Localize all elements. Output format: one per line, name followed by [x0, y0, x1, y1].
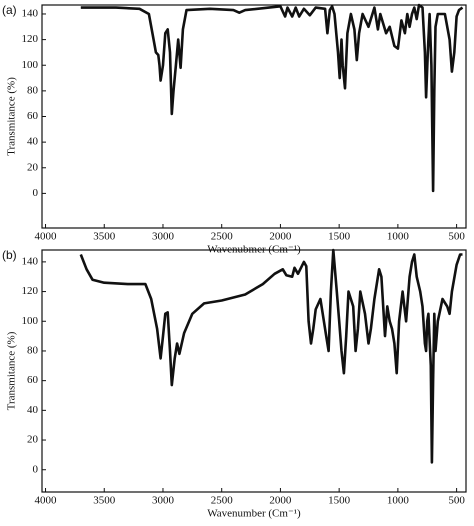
- plot-frame: [41, 249, 467, 493]
- x-tick-label: 2000: [269, 231, 292, 243]
- x-tick-label: 1000: [387, 495, 410, 507]
- plot-frame: [41, 4, 467, 229]
- y-tick-label: 120: [22, 285, 39, 297]
- y-tick-label: 0: [33, 187, 39, 199]
- x-tick-label: 4000: [35, 231, 58, 243]
- y-tick-label: 40: [27, 136, 39, 148]
- x-tick-label: 2500: [211, 231, 234, 243]
- x-tick-label: 1000: [387, 231, 410, 243]
- y-tick-label: 100: [22, 59, 39, 71]
- x-tick-label: 500: [448, 231, 465, 243]
- panel-label: (b): [2, 248, 17, 262]
- x-tick-label: 500: [448, 495, 465, 507]
- y-tick-label: 140: [22, 8, 39, 20]
- x-tick-label: 4000: [35, 495, 58, 507]
- x-tick-label: 1500: [328, 231, 351, 243]
- x-tick-label: 2000: [269, 495, 292, 507]
- y-tick-label: 80: [27, 344, 39, 356]
- x-axis-label: Wavenumber (Cm⁻¹): [207, 508, 301, 520]
- spectrum-line: [80, 3, 464, 193]
- x-tick-label: 1500: [328, 495, 351, 507]
- y-tick-label: 0: [33, 463, 39, 475]
- panel-label: (a): [2, 3, 17, 17]
- y-tick-label: 20: [27, 161, 39, 173]
- x-tick-label: 3500: [93, 495, 116, 507]
- y-axis-label: Transmitance (%): [6, 331, 18, 410]
- y-tick-label: 120: [22, 33, 39, 45]
- x-tick-label: 3000: [152, 495, 175, 507]
- y-tick-label: 80: [27, 84, 39, 96]
- y-tick-label: 140: [22, 255, 39, 267]
- y-tick-label: 20: [27, 434, 39, 446]
- x-tick-label: 3000: [152, 231, 175, 243]
- spectrum-line: [79, 248, 463, 464]
- y-tick-label: 60: [27, 374, 39, 386]
- x-tick-label: 3500: [93, 231, 116, 243]
- y-tick-label: 40: [27, 404, 39, 416]
- x-tick-label: 2500: [211, 495, 234, 507]
- y-axis-label: Transmitance (%): [6, 77, 18, 156]
- y-tick-label: 100: [22, 315, 39, 327]
- y-tick-label: 60: [27, 110, 39, 122]
